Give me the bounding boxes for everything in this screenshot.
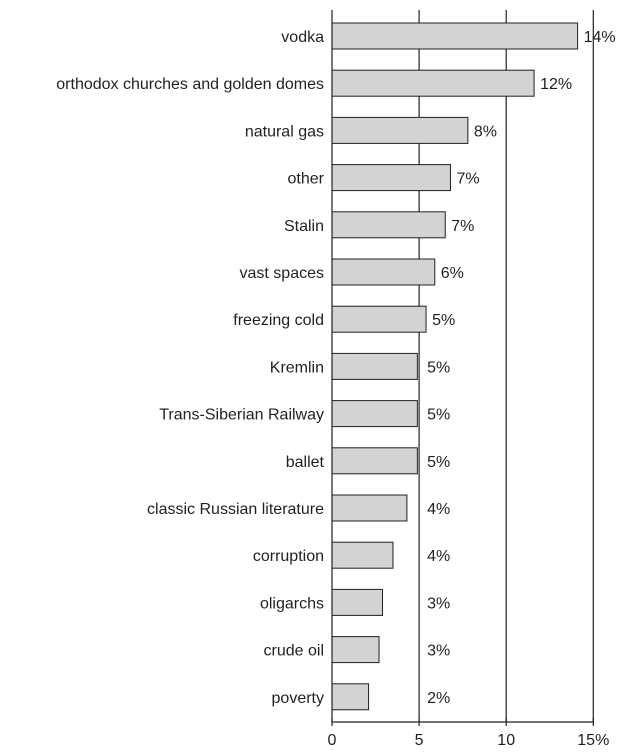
bar: [331, 636, 380, 664]
category-label: crude oil: [264, 643, 324, 660]
bar: [331, 447, 418, 475]
x-tick-label: 10: [497, 732, 515, 749]
bar: [331, 683, 370, 711]
bar: [331, 164, 451, 192]
value-label: 5%: [427, 454, 450, 471]
value-label: 7%: [456, 171, 479, 188]
x-tick-labels: 0 5 10 15%: [328, 732, 610, 749]
category-label: natural gas: [245, 123, 324, 140]
value-label: 4%: [427, 548, 450, 565]
value-label: 5%: [432, 312, 455, 329]
bar: [331, 211, 446, 239]
x-tick-label: 5: [415, 732, 424, 749]
value-label: 3%: [427, 643, 450, 660]
bar: [331, 69, 535, 97]
bar: [331, 588, 384, 616]
category-label: vast spaces: [240, 265, 324, 282]
category-label: other: [288, 171, 325, 188]
value-label: 3%: [427, 595, 450, 612]
value-label: 4%: [427, 501, 450, 518]
category-label: corruption: [253, 548, 324, 565]
category-labels: vodka orthodox churches and golden domes n…: [56, 29, 324, 707]
x-tick-label: 0: [328, 732, 337, 749]
category-label: Stalin: [284, 218, 324, 235]
category-label: Trans-Siberian Railway: [159, 407, 324, 424]
bars: [331, 22, 579, 711]
category-label: ballet: [286, 454, 325, 471]
value-label: 14%: [584, 29, 616, 46]
category-label: Kremlin: [270, 359, 324, 376]
bar: [331, 352, 418, 380]
category-label: orthodox churches and golden domes: [56, 76, 324, 93]
value-label: 12%: [540, 76, 572, 93]
bar: [331, 541, 394, 569]
value-labels: 14% 12% 8% 7% 7% 6% 5% 5% 5% 5% 4% 4% 3% 3% 2%: [427, 29, 616, 707]
bar: [331, 400, 418, 428]
value-label: 5%: [427, 359, 450, 376]
value-label: 5%: [427, 407, 450, 424]
value-label: 8%: [474, 123, 497, 140]
category-label: oligarchs: [260, 595, 324, 612]
category-label: poverty: [272, 690, 324, 707]
bar: [331, 258, 436, 286]
value-label: 6%: [441, 265, 464, 282]
category-label: classic Russian literature: [147, 501, 324, 518]
bar: [331, 116, 469, 144]
category-label: vodka: [281, 29, 324, 46]
value-label: 7%: [451, 218, 474, 235]
x-axis: [331, 10, 594, 726]
category-label: freezing cold: [233, 312, 324, 329]
value-label: 2%: [427, 690, 450, 707]
bar: [331, 494, 408, 522]
bar: [331, 22, 579, 50]
bar: [331, 305, 427, 333]
x-tick-label: 15%: [577, 732, 609, 749]
